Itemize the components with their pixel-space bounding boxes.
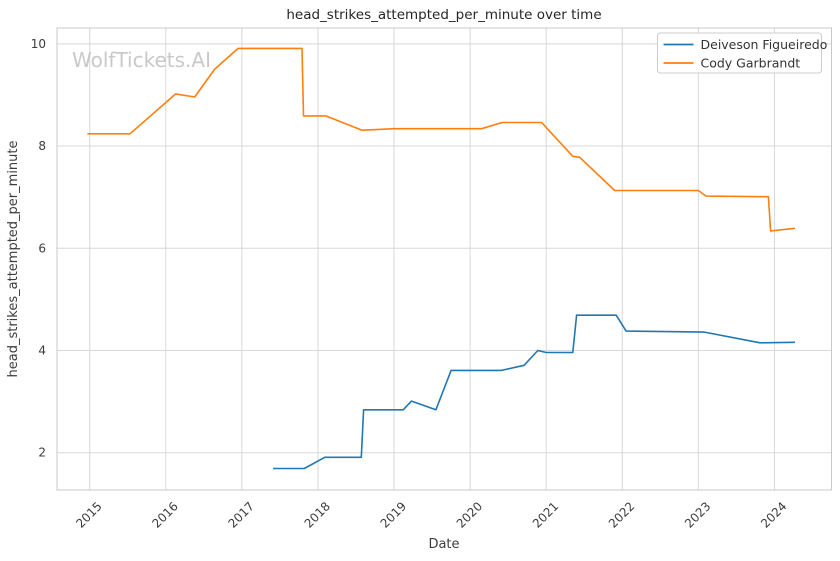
legend-label: Cody Garbrandt bbox=[701, 56, 801, 71]
tick-layer: 2 4 6 8 10 2015 2016 2017 2018 2019 2020 2021 2022 20… bbox=[31, 37, 790, 531]
x-tick-label: 2017 bbox=[225, 499, 256, 530]
y-tick-label: 6 bbox=[38, 241, 46, 255]
plot-border bbox=[56, 27, 832, 491]
x-tick-label: 2021 bbox=[530, 499, 561, 530]
watermark: WolfTickets.AI bbox=[72, 48, 211, 72]
y-tick-label: 10 bbox=[31, 37, 46, 51]
y-tick-label: 2 bbox=[38, 446, 46, 460]
y-axis-label: head_strikes_attempted_per_minute bbox=[6, 141, 21, 378]
x-tick-label: 2015 bbox=[73, 499, 104, 530]
y-tick-label: 4 bbox=[38, 343, 46, 357]
series-line-deiveson-figueiredo bbox=[273, 314, 796, 470]
x-tick-label: 2016 bbox=[149, 499, 180, 530]
x-axis-label: Date bbox=[428, 537, 459, 552]
x-tick-label: 2023 bbox=[682, 499, 713, 530]
y-tick-label: 8 bbox=[38, 139, 46, 153]
x-tick-label: 2022 bbox=[606, 499, 637, 530]
series-line-cody-garbrandt bbox=[87, 47, 796, 232]
chart-title: head_strikes_attempted_per_minute over t… bbox=[286, 7, 601, 23]
grid-layer bbox=[57, 28, 832, 490]
legend-label: Deiveson Figueiredo bbox=[701, 37, 828, 52]
x-tick-label: 2020 bbox=[454, 499, 485, 530]
series-layer bbox=[87, 47, 796, 470]
legend: Deiveson Figueiredo Cody Garbrandt bbox=[657, 32, 828, 74]
legend-box bbox=[657, 32, 822, 74]
x-tick-label: 2019 bbox=[378, 499, 409, 530]
x-tick-label: 2024 bbox=[758, 499, 789, 530]
x-tick-label: 2018 bbox=[302, 499, 333, 530]
